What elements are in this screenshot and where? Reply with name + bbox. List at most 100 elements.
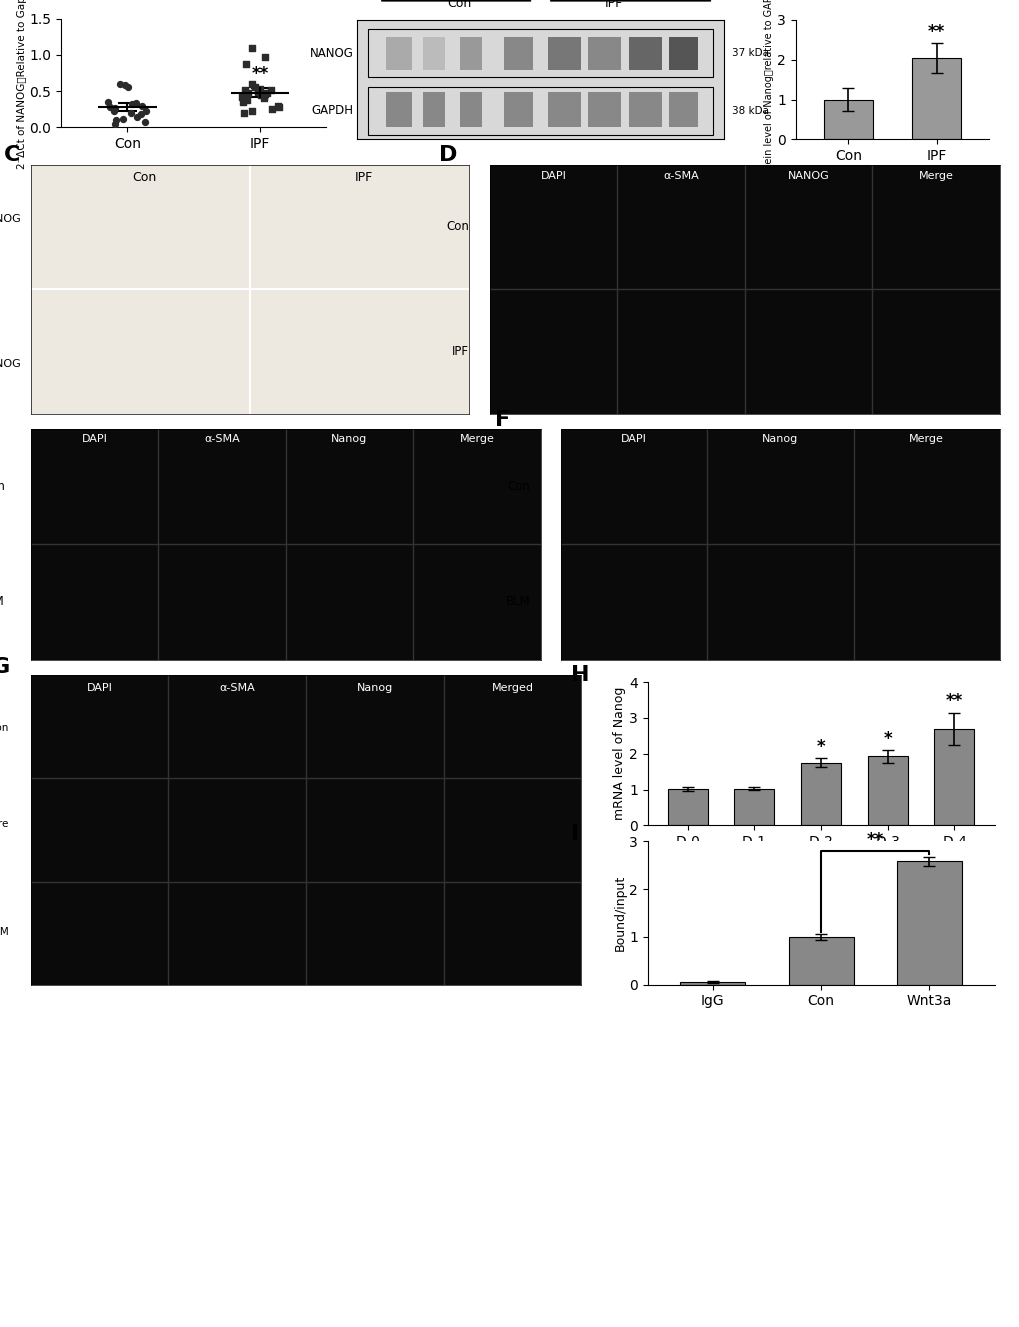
Point [244, 101, 260, 122]
Bar [667, 788, 707, 825]
Text: α-SMA: α-SMA [204, 434, 239, 445]
Text: NANOG: NANOG [0, 215, 21, 224]
Point [108, 110, 124, 131]
Point [123, 102, 140, 123]
Bar [386, 37, 412, 70]
Text: IPF: IPF [451, 345, 469, 358]
Point [114, 107, 130, 129]
Point [235, 102, 252, 123]
Bar [588, 37, 621, 70]
Point [250, 81, 266, 102]
Text: F: F [495, 410, 510, 430]
Point [102, 97, 118, 118]
Point [264, 98, 280, 119]
Point [270, 97, 286, 118]
Text: **: ** [252, 65, 268, 84]
Text: Con: Con [0, 723, 8, 733]
Text: Merged: Merged [491, 683, 533, 693]
Bar [460, 37, 481, 70]
Point [236, 80, 253, 101]
Text: 37 kDa: 37 kDa [731, 48, 767, 58]
Bar [368, 86, 712, 134]
Text: Nanog: Nanog [761, 434, 798, 445]
Point [107, 113, 123, 134]
Text: *: * [816, 738, 824, 756]
Bar [628, 37, 661, 70]
Text: Merge: Merge [917, 171, 953, 180]
Point [111, 73, 127, 94]
Text: H: H [571, 665, 589, 685]
Text: α-SMA: α-SMA [662, 171, 698, 180]
Bar [933, 729, 973, 825]
Point [123, 94, 140, 115]
Text: Con: Con [506, 480, 530, 492]
Text: BLM: BLM [0, 596, 5, 608]
Bar [386, 92, 412, 127]
Point [107, 97, 123, 118]
Bar [588, 92, 621, 127]
Text: 38 kDa: 38 kDa [731, 106, 767, 115]
Point [237, 53, 254, 74]
Point [234, 92, 251, 113]
Text: G: G [0, 657, 10, 677]
Text: Nanog: Nanog [357, 683, 392, 693]
Text: Co-culture
+BLM: Co-culture +BLM [0, 819, 8, 841]
Point [256, 88, 272, 109]
Text: DAPI: DAPI [621, 434, 646, 445]
Bar [547, 92, 581, 127]
Y-axis label: mRNA level of Nanog: mRNA level of Nanog [612, 687, 626, 820]
Text: Nanog: Nanog [331, 434, 367, 445]
Point [263, 80, 279, 101]
Y-axis label: Bound/input: Bound/input [612, 874, 626, 951]
Text: BLM: BLM [505, 596, 530, 608]
Point [233, 86, 250, 107]
Point [116, 74, 132, 96]
Point [138, 111, 154, 133]
Text: Con: Con [447, 0, 472, 11]
Text: NANOG: NANOG [309, 46, 353, 60]
Point [106, 98, 122, 119]
Point [128, 106, 145, 127]
Text: D: D [438, 145, 457, 165]
Point [138, 101, 154, 122]
Bar [503, 37, 533, 70]
Point [120, 77, 137, 98]
Bar [896, 861, 961, 985]
Bar [423, 92, 444, 127]
Text: Merge: Merge [908, 434, 943, 445]
Text: C: C [4, 145, 20, 165]
Bar [668, 92, 698, 127]
Text: I: I [571, 824, 579, 844]
Text: Con: Con [132, 171, 157, 183]
Text: Merge: Merge [459, 434, 494, 445]
Point [253, 84, 269, 105]
Point [100, 92, 116, 113]
Text: **: ** [927, 23, 945, 41]
Bar [547, 37, 581, 70]
Text: NANOG: NANOG [787, 171, 828, 180]
Point [238, 89, 255, 110]
Point [252, 78, 268, 100]
Text: **: ** [866, 832, 883, 849]
Bar [788, 937, 853, 985]
Point [106, 100, 122, 121]
Point [247, 77, 263, 98]
Point [132, 104, 149, 125]
Text: DAPI: DAPI [540, 171, 566, 180]
Text: IPF: IPF [355, 171, 373, 183]
Bar [800, 763, 841, 825]
Text: IPF: IPF [604, 0, 623, 11]
Text: BLM: BLM [0, 928, 8, 937]
Text: NANOG: NANOG [0, 360, 21, 369]
Text: Con: Con [0, 480, 5, 492]
Text: **: ** [945, 693, 962, 710]
Bar [460, 92, 481, 127]
Text: *: * [882, 730, 892, 747]
Point [127, 93, 144, 114]
Text: α-SMA: α-SMA [219, 683, 255, 693]
Point [259, 82, 275, 104]
Text: Con: Con [446, 220, 469, 234]
Bar [867, 756, 907, 825]
Bar [628, 92, 661, 127]
Point [244, 37, 260, 58]
